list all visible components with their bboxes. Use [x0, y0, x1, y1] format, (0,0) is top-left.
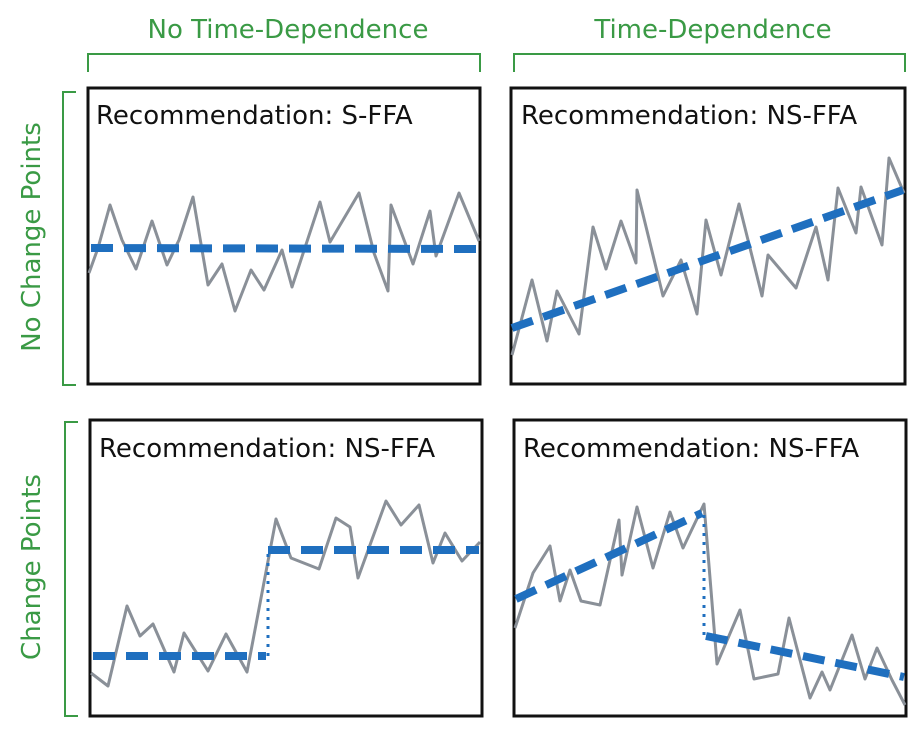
row-header-no-change-points: No Change Points	[17, 122, 47, 352]
column-bracket-right	[513, 53, 906, 72]
panel-top-right: Recommendation: NS-FFA	[509, 86, 907, 386]
trend-line-before	[514, 509, 704, 603]
trend-line-after	[705, 632, 905, 681]
panel-bottom-left: Recommendation: NS-FFA	[88, 418, 484, 718]
row-bracket-bottom	[64, 421, 78, 717]
panel-top-left: Recommendation: S-FFA	[86, 86, 482, 386]
column-bracket-left	[87, 53, 481, 72]
series-line	[90, 499, 482, 688]
column-header-no-time-dependence: No Time-Dependence	[148, 15, 429, 45]
row-bracket-top	[62, 91, 76, 386]
panel-label: Recommendation: S-FFA	[96, 101, 413, 131]
panel-bottom-right: Recommendation: NS-FFA	[512, 418, 908, 718]
series-line	[87, 191, 481, 313]
panel-label: Recommendation: NS-FFA	[99, 434, 435, 464]
trend-line	[510, 186, 905, 332]
panel-label: Recommendation: NS-FFA	[523, 434, 859, 464]
series-line	[510, 156, 906, 356]
column-header-time-dependence: Time-Dependence	[593, 15, 831, 45]
row-header-change-points: Change Points	[17, 474, 47, 660]
panel-label: Recommendation: NS-FFA	[521, 101, 857, 131]
series-line	[513, 502, 907, 706]
